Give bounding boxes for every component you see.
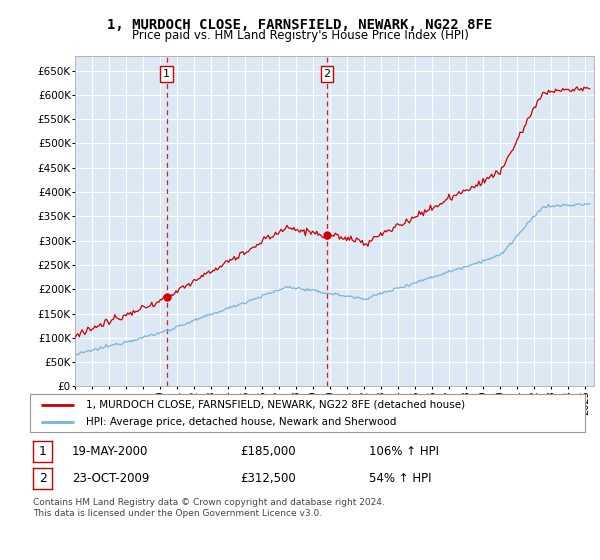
Text: 2: 2 <box>323 69 331 79</box>
Text: 1: 1 <box>163 69 170 79</box>
Text: 2: 2 <box>38 472 47 485</box>
Text: 106% ↑ HPI: 106% ↑ HPI <box>369 445 439 458</box>
Text: £312,500: £312,500 <box>240 472 296 485</box>
Text: 1, MURDOCH CLOSE, FARNSFIELD, NEWARK, NG22 8FE (detached house): 1, MURDOCH CLOSE, FARNSFIELD, NEWARK, NG… <box>86 399 464 409</box>
Text: 19-MAY-2000: 19-MAY-2000 <box>72 445 148 458</box>
Text: HPI: Average price, detached house, Newark and Sherwood: HPI: Average price, detached house, Newa… <box>86 417 396 427</box>
Text: 1: 1 <box>38 445 47 458</box>
Text: 54% ↑ HPI: 54% ↑ HPI <box>369 472 431 485</box>
Text: £185,000: £185,000 <box>240 445 296 458</box>
Text: Contains HM Land Registry data © Crown copyright and database right 2024.
This d: Contains HM Land Registry data © Crown c… <box>33 498 385 518</box>
Text: Price paid vs. HM Land Registry's House Price Index (HPI): Price paid vs. HM Land Registry's House … <box>131 29 469 42</box>
Text: 1, MURDOCH CLOSE, FARNSFIELD, NEWARK, NG22 8FE: 1, MURDOCH CLOSE, FARNSFIELD, NEWARK, NG… <box>107 18 493 32</box>
Text: 23-OCT-2009: 23-OCT-2009 <box>72 472 149 485</box>
